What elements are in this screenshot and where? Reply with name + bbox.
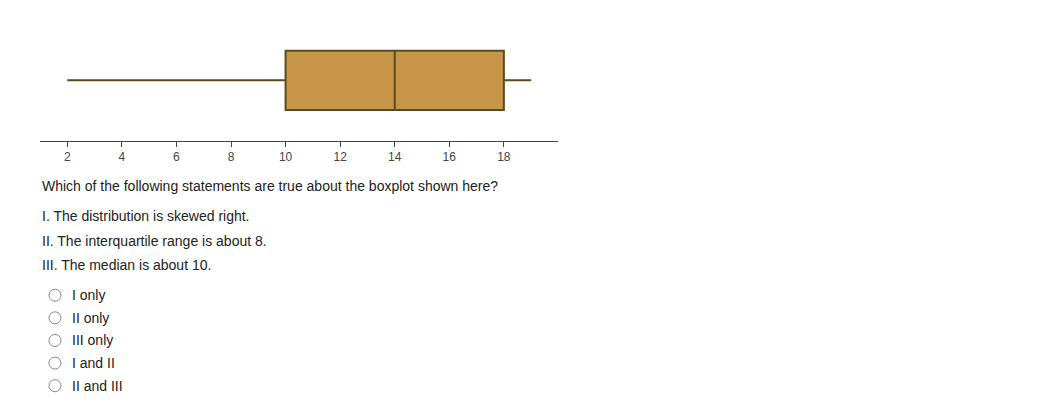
svg-text:II only: II only <box>72 310 109 326</box>
svg-text:2: 2 <box>64 150 71 164</box>
svg-text:8: 8 <box>228 150 235 164</box>
svg-text:III. The median is about 10.: III. The median is about 10. <box>42 257 211 273</box>
svg-text:II and III: II and III <box>72 378 123 394</box>
svg-text:14: 14 <box>388 150 402 164</box>
svg-text:II. The interquartile range is: II. The interquartile range is about 8. <box>42 233 267 249</box>
svg-text:10: 10 <box>279 150 293 164</box>
svg-text:I and II: I and II <box>72 355 115 371</box>
svg-text:I. The distribution is skewed: I. The distribution is skewed right. <box>42 208 250 224</box>
svg-text:I only: I only <box>72 287 105 303</box>
svg-text:4: 4 <box>119 150 126 164</box>
svg-text:12: 12 <box>333 150 347 164</box>
svg-text:16: 16 <box>443 150 457 164</box>
svg-text:6: 6 <box>173 150 180 164</box>
svg-text:18: 18 <box>497 150 511 164</box>
svg-text:Which of the following stateme: Which of the following statements are tr… <box>42 178 498 194</box>
svg-text:III only: III only <box>72 332 113 348</box>
